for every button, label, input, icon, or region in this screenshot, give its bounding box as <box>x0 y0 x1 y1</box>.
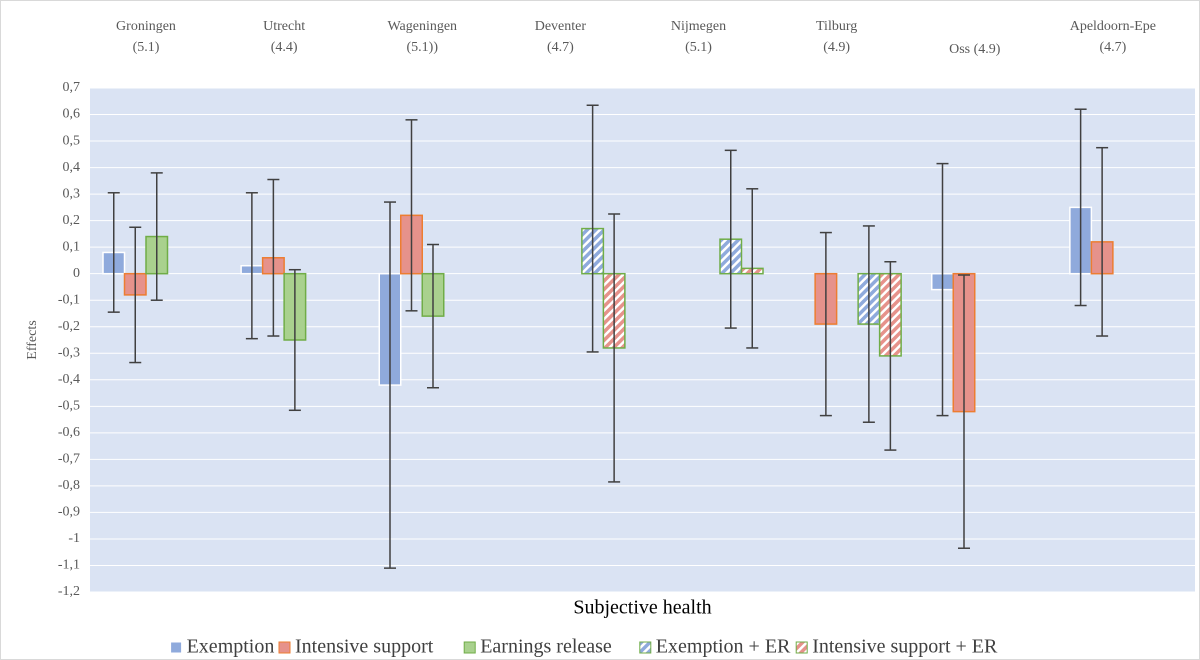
y-tick-label: -0,4 <box>58 372 80 387</box>
error-bar <box>1074 108 1087 307</box>
category-label: Oss (4.9) <box>949 42 1001 57</box>
legend-swatch <box>795 641 808 654</box>
error-bar <box>608 213 621 483</box>
category-label: Apeldoorn-Epe <box>1070 19 1156 34</box>
error-bar <box>936 162 949 417</box>
category-label: (4.7) <box>1099 40 1126 55</box>
y-tick-label: -0,3 <box>58 345 80 360</box>
category-label: Nijmegen <box>671 19 726 34</box>
error-bar <box>884 260 897 451</box>
y-axis-title: Effects <box>25 320 40 359</box>
y-tick-label: 0,3 <box>63 186 81 201</box>
plot-area <box>90 88 1195 592</box>
category-label: (4.7) <box>547 40 574 55</box>
error-bar <box>150 172 163 301</box>
y-tick-label: 0,6 <box>63 107 81 122</box>
y-tick-label: 0,5 <box>63 133 81 148</box>
error-bar <box>267 178 280 337</box>
y-tick-label: 0 <box>73 266 80 281</box>
y-tick-label: -0,9 <box>58 505 80 520</box>
y-tick-label: -1 <box>68 531 80 546</box>
y-tick-label: 0,4 <box>63 160 81 175</box>
y-tick-label: 0,7 <box>63 80 81 95</box>
category-label: (5.1)) <box>407 40 439 55</box>
legend-swatch <box>463 641 476 654</box>
y-tick-label: -1,2 <box>58 584 80 599</box>
legend-label: Exemption + ER <box>656 636 791 658</box>
error-bar <box>384 201 396 569</box>
error-bar <box>1096 146 1109 337</box>
error-bar <box>819 231 832 417</box>
error-bar <box>427 243 439 389</box>
error-bar <box>129 226 142 364</box>
legend-swatch <box>278 641 291 654</box>
category-label: Groningen <box>116 19 176 34</box>
category-label: Tilburg <box>816 19 857 34</box>
legend-label: Earnings release <box>480 636 612 658</box>
category-label: Utrecht <box>263 19 305 34</box>
y-tick-label: -1,1 <box>58 558 80 573</box>
legend-swatch <box>170 641 183 654</box>
y-tick-label: -0,5 <box>58 399 80 414</box>
category-label: (5.1) <box>133 40 160 55</box>
legend-swatch <box>639 641 652 654</box>
error-bar <box>107 192 120 313</box>
error-bar <box>746 188 759 349</box>
y-tick-label: -0,7 <box>58 452 80 467</box>
y-tick-label: -0,1 <box>58 292 80 307</box>
legend-label: Intensive support + ER <box>812 636 998 658</box>
error-bar <box>724 149 737 329</box>
error-bar <box>405 119 418 312</box>
error-bar <box>586 104 599 353</box>
error-bar <box>288 268 301 412</box>
y-tick-label: -0,2 <box>58 319 80 334</box>
category-label: (5.1) <box>685 40 712 55</box>
category-label: Deventer <box>535 19 587 34</box>
legend-label: Intensive support <box>295 636 434 658</box>
error-bar <box>245 192 258 340</box>
y-tick-label: 0,2 <box>63 213 81 228</box>
x-axis-title: Subjective health <box>573 597 711 619</box>
y-tick-label: -0,8 <box>58 478 80 493</box>
category-label: (4.9) <box>823 40 850 55</box>
category-label: Wageningen <box>387 19 457 34</box>
y-tick-label: -0,6 <box>58 425 80 440</box>
category-label: (4.4) <box>271 40 298 55</box>
legend-label: Exemption <box>187 636 275 658</box>
error-bar <box>958 274 970 549</box>
error-bar <box>862 225 875 423</box>
y-tick-label: 0,1 <box>63 239 81 254</box>
